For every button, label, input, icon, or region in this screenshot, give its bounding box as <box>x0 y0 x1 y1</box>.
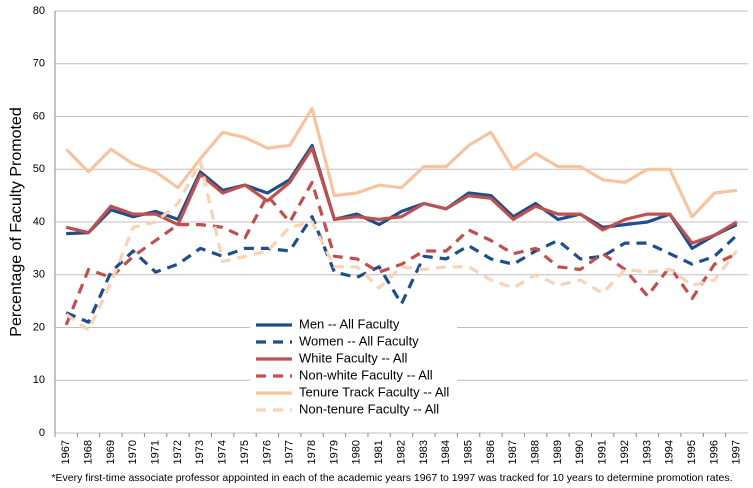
y-axis-title: Percentage of Faculty Promoted <box>8 107 25 336</box>
legend-label: Non-white Faculty -- All <box>299 367 433 382</box>
x-tick-label: 1967 <box>60 440 72 464</box>
series-line <box>64 180 738 326</box>
x-tick-label: 1983 <box>418 440 430 464</box>
y-tick-label: 0 <box>39 427 45 439</box>
x-tick-label: 1990 <box>574 440 586 464</box>
x-tick-label: 1974 <box>217 440 229 464</box>
legend-label: White Faculty -- All <box>299 350 407 365</box>
x-tick-label: 1987 <box>507 440 519 464</box>
x-tick-label: 1982 <box>395 440 407 464</box>
legend-label: Non-tenure Faculty -- All <box>299 401 439 416</box>
x-tick-label: 1993 <box>641 440 653 464</box>
x-tick-label: 1997 <box>731 440 743 464</box>
x-tick-label: 1977 <box>284 440 296 464</box>
x-tick-label: 1991 <box>597 440 609 464</box>
x-tick-label: 1989 <box>552 440 564 464</box>
y-tick-label: 80 <box>33 5 45 17</box>
x-tick-label: 1972 <box>172 440 184 464</box>
x-tick-label: 1971 <box>150 440 162 464</box>
x-tick-label: 1975 <box>239 440 251 464</box>
x-tick-label: 1970 <box>127 440 139 464</box>
x-tick-label: 1988 <box>530 440 542 464</box>
legend-label: Tenure Track Faculty -- All <box>299 384 449 399</box>
y-tick-label: 50 <box>33 163 45 175</box>
legend: Men -- All Faculty Women -- All Faculty Wh… <box>250 316 457 420</box>
series-line <box>65 159 739 332</box>
footnote: *Every first-time associate professor ap… <box>51 472 732 484</box>
y-tick-label: 10 <box>33 374 45 386</box>
x-tick-label: 1984 <box>440 440 452 464</box>
y-tick-label: 60 <box>33 110 45 122</box>
x-tick-label: 1994 <box>664 440 676 464</box>
legend-label: Men -- All Faculty <box>299 316 400 331</box>
x-tick-label: 1978 <box>306 440 318 464</box>
y-tick-label: 30 <box>33 269 45 281</box>
y-tick-label: 70 <box>33 58 45 70</box>
x-tick-label: 1985 <box>462 440 474 464</box>
x-tick-label: 1976 <box>261 440 273 464</box>
series-line <box>65 146 738 245</box>
x-tick-label: 1995 <box>686 440 698 464</box>
x-tick-label: 1980 <box>351 440 363 464</box>
y-tick-label: 40 <box>33 216 45 228</box>
x-tick-label: 1979 <box>328 440 340 464</box>
x-tick-label: 1973 <box>194 440 206 464</box>
series-line <box>65 107 737 219</box>
x-tick-label: 1968 <box>82 440 94 464</box>
x-tick-label: 1992 <box>619 440 631 464</box>
x-tick-label: 1996 <box>708 440 720 464</box>
x-tick-label: 1969 <box>105 440 117 464</box>
y-tick-label: 20 <box>33 321 45 333</box>
x-tick-label: 1981 <box>373 440 385 464</box>
legend-label: Women -- All Faculty <box>299 333 419 348</box>
series-line <box>66 143 738 250</box>
series-line <box>65 215 738 324</box>
x-tick-label: 1986 <box>485 440 497 464</box>
legend-box <box>250 316 457 420</box>
